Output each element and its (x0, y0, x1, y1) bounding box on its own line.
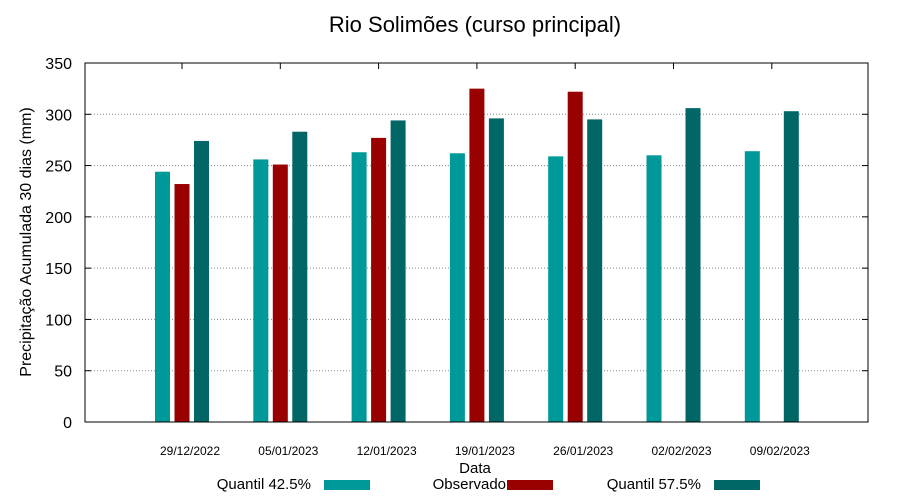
bar (194, 140, 209, 422)
chart-title: Rio Solimões (curso principal) (329, 12, 621, 37)
legend-swatch (507, 480, 553, 490)
bar (469, 88, 485, 423)
bar (371, 137, 387, 422)
y-tick-label: 100 (45, 312, 72, 329)
bar (488, 118, 504, 422)
legend-label: Quantil 57.5% (607, 476, 701, 493)
x-tick-label: 09/02/2023 (750, 444, 810, 458)
x-tick-label: 02/02/2023 (651, 444, 711, 458)
y-axis-label: Precipitação Acumulada 30 dias (mm) (18, 107, 35, 376)
x-tick-label: 12/01/2023 (357, 444, 417, 458)
y-tick-label: 150 (45, 261, 72, 278)
bar (449, 153, 465, 422)
y-tick-label: 0 (63, 415, 72, 432)
legend-label: Quantil 42.5% (217, 476, 311, 493)
y-axis-ticks: 0 50 100 150 200 250 300 350 (45, 56, 868, 432)
legend-swatch (714, 480, 760, 490)
bar (685, 108, 701, 422)
x-axis-label: Data (459, 460, 491, 477)
y-tick-label: 50 (54, 364, 72, 381)
legend: Quantil 42.5% Observado Quantil 57.5% (217, 476, 760, 493)
bars (155, 88, 799, 423)
bar (646, 155, 662, 423)
y-tick-label: 250 (45, 159, 72, 176)
bar (587, 119, 603, 423)
y-tick-label: 350 (45, 56, 72, 73)
bar (744, 151, 760, 422)
bar (272, 164, 288, 422)
x-tick-label: 29/12/2022 (160, 444, 220, 458)
bar (390, 120, 406, 422)
bar (783, 111, 799, 423)
x-tick-label: 05/01/2023 (258, 444, 318, 458)
bar (174, 184, 190, 422)
bar (292, 131, 308, 423)
x-axis-ticks: 29/12/2022 05/01/2023 12/01/2023 19/01/2023… (160, 63, 810, 458)
x-tick-label: 26/01/2023 (553, 444, 613, 458)
x-tick-label: 19/01/2023 (455, 444, 515, 458)
bar (548, 156, 564, 422)
legend-swatch (324, 480, 370, 490)
y-tick-label: 300 (45, 107, 72, 124)
bar (567, 91, 583, 422)
legend-label: Observado (433, 476, 506, 493)
bar (155, 171, 170, 422)
bar (351, 152, 367, 423)
bar (253, 159, 269, 422)
y-tick-label: 200 (45, 210, 72, 227)
